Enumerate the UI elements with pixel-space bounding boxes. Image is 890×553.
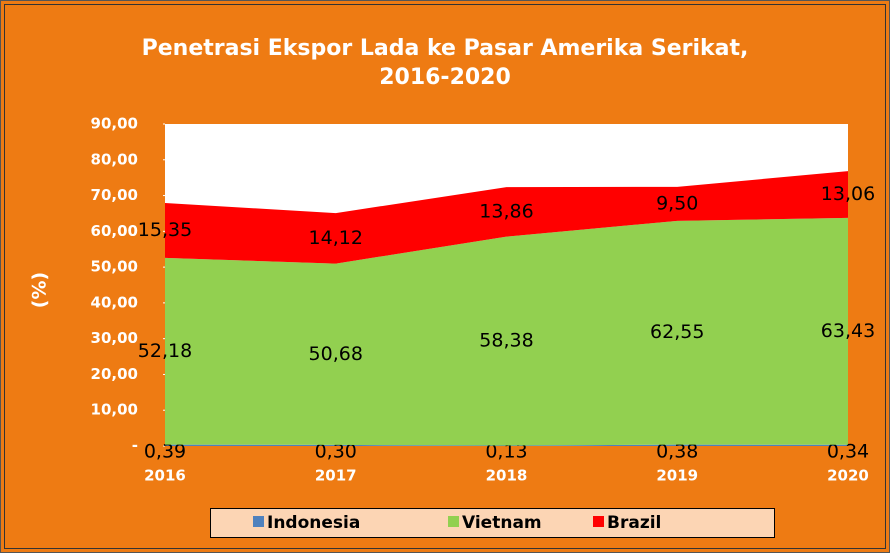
data-label: 9,50 bbox=[656, 192, 698, 214]
y-tick-label: 50,00 bbox=[91, 258, 138, 276]
data-label: 13,86 bbox=[479, 200, 533, 222]
data-label: 63,43 bbox=[821, 320, 875, 342]
data-label: 0,13 bbox=[485, 441, 527, 463]
x-tick-label: 2017 bbox=[315, 467, 357, 485]
data-label: 0,38 bbox=[656, 441, 698, 463]
y-tick-label: 20,00 bbox=[91, 365, 138, 383]
x-tick-label: 2016 bbox=[144, 467, 186, 485]
y-tick-label: 90,00 bbox=[91, 115, 138, 133]
area bbox=[165, 217, 848, 446]
area bbox=[165, 171, 848, 264]
y-tick-label: 30,00 bbox=[91, 329, 138, 347]
y-tick-label: 70,00 bbox=[91, 186, 138, 204]
area bbox=[165, 444, 848, 446]
y-tick-label: 80,00 bbox=[91, 150, 138, 168]
chart-title: 2016-2020 bbox=[379, 65, 511, 90]
data-label: 0,39 bbox=[144, 441, 186, 463]
legend-label: Brazil bbox=[607, 513, 661, 533]
data-label: 0,34 bbox=[827, 441, 869, 463]
data-label: 58,38 bbox=[479, 330, 533, 352]
data-label: 62,55 bbox=[650, 321, 704, 343]
data-label: 15,35 bbox=[138, 219, 192, 241]
data-label: 14,12 bbox=[309, 227, 363, 249]
y-tick-label: - bbox=[132, 437, 138, 455]
y-tick-label: 40,00 bbox=[91, 293, 138, 311]
legend-label: Vietnam bbox=[462, 513, 542, 533]
x-tick-label: 2019 bbox=[656, 467, 698, 485]
chart-title: Penetrasi Ekspor Lada ke Pasar Amerika S… bbox=[142, 36, 749, 61]
legend bbox=[210, 508, 775, 538]
frame bbox=[4, 4, 886, 549]
data-label: 0,30 bbox=[315, 441, 357, 463]
data-label: 52,18 bbox=[138, 340, 192, 362]
legend-swatch bbox=[253, 516, 264, 527]
y-tick-label: 60,00 bbox=[91, 222, 138, 240]
data-label: 50,68 bbox=[309, 343, 363, 365]
data-label: 13,06 bbox=[821, 183, 875, 205]
legend-label: Indonesia bbox=[267, 513, 360, 533]
y-axis-label: (%) bbox=[29, 272, 51, 308]
legend-swatch bbox=[593, 516, 604, 527]
x-tick-label: 2020 bbox=[827, 467, 869, 485]
legend-swatch bbox=[448, 516, 459, 527]
y-tick-label: 10,00 bbox=[91, 401, 138, 419]
x-tick-label: 2018 bbox=[486, 467, 528, 485]
